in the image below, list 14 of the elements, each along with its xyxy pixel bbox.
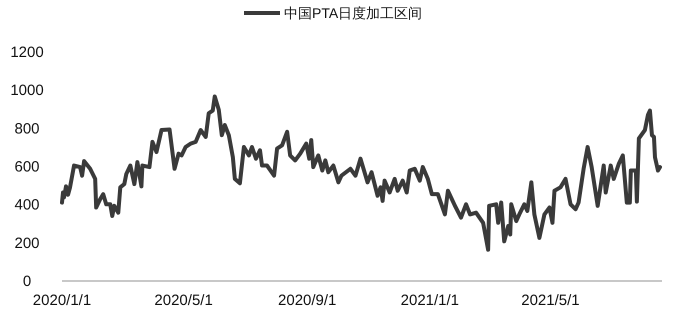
y-tick-label: 600 (14, 158, 40, 176)
x-tick-label: 2021/1/1 (400, 292, 460, 309)
y-tick-label: 0 (22, 273, 32, 290)
y-tick-label: 400 (14, 196, 40, 214)
y-tick-label: 1000 (10, 82, 44, 100)
x-tick-label: 2020/9/1 (278, 292, 336, 309)
x-tick-label: 2020/1/1 (32, 292, 92, 309)
y-tick-label: 800 (14, 120, 40, 138)
y-tick-label: 1200 (10, 44, 44, 61)
x-tick-label: 2021/5/1 (521, 292, 580, 309)
line-series (60, 94, 662, 252)
legend-label: 中国PTA日度加工区间 (284, 5, 422, 21)
y-tick-label: 200 (14, 234, 40, 252)
x-tick-label: 2020/5/1 (154, 292, 213, 309)
